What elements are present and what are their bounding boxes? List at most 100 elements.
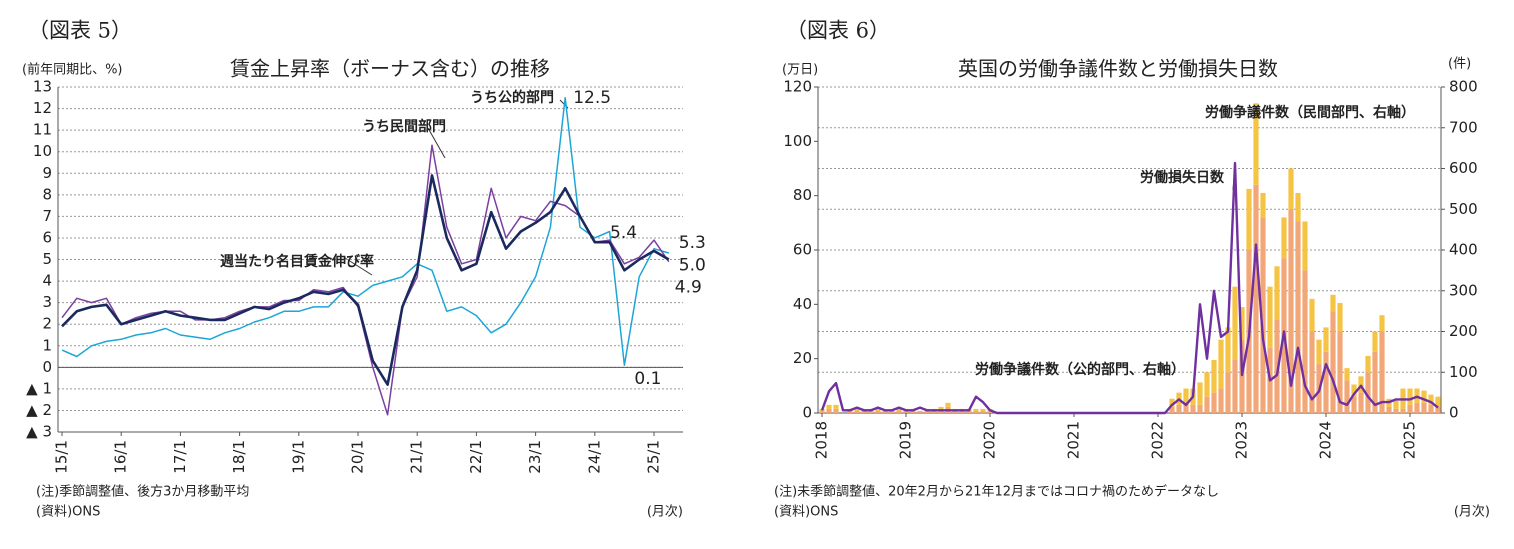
series-line <box>61 144 670 416</box>
bar-segment <box>1372 331 1378 352</box>
bar-segment <box>1232 286 1238 361</box>
y-tick-label: 3 <box>42 293 52 311</box>
bar-segment <box>833 408 839 413</box>
bar-segment <box>1239 307 1245 340</box>
bar-segment <box>1428 404 1434 413</box>
bar-segment <box>1183 402 1189 413</box>
y2-tick-label: 800 <box>1449 78 1478 96</box>
bar-segment <box>1183 388 1189 403</box>
bar-segment <box>1246 188 1252 250</box>
y-tick-label: 80 <box>793 186 812 204</box>
bar-segment <box>1379 315 1385 332</box>
bar-segment <box>1204 372 1210 397</box>
y-axis-label: (万日) <box>782 63 818 78</box>
y2-tick-label: 0 <box>1449 404 1459 422</box>
y-tick-label: 5 <box>42 250 52 268</box>
pointer-arrow <box>427 127 446 159</box>
bar-segment <box>973 408 979 411</box>
bar-segment <box>896 410 902 413</box>
bar-segment <box>847 410 853 413</box>
x-tick-label: 2022 <box>1149 421 1167 459</box>
x-tick-label: 15/1 <box>53 440 71 474</box>
bar-segment <box>1281 217 1287 259</box>
bar-segment <box>1253 103 1259 185</box>
bar-segment <box>1351 396 1357 413</box>
y-tick-label: ▲ 1 <box>26 379 52 397</box>
y-tick-label: 10 <box>33 142 52 160</box>
y-tick-label: ▲ 2 <box>26 401 52 419</box>
y-tick-label: 11 <box>33 121 52 139</box>
bar-segment <box>1302 270 1308 413</box>
bar-segment <box>854 410 860 413</box>
x-tick-label: 2025 <box>1401 421 1419 459</box>
y-tick-label: 13 <box>33 78 52 96</box>
bar-segment <box>1302 221 1308 271</box>
y-axis-label: (前年同期比、%) <box>22 62 123 78</box>
y2-tick-label: 700 <box>1449 118 1478 136</box>
y-tick-label: 7 <box>42 207 52 225</box>
series-label: 週当たり名目賃金伸び率 <box>220 253 374 270</box>
y-tick-label: 1 <box>42 336 52 354</box>
bar-segment <box>1393 400 1399 409</box>
y-tick-label: 6 <box>42 228 52 246</box>
y-tick-label: 12 <box>33 99 52 117</box>
series-label: 労働争議件数（公的部門、右軸） <box>975 361 1185 378</box>
series-label: うち公的部門 <box>470 89 554 106</box>
y-tick-label: 2 <box>42 315 52 333</box>
bar-segment <box>861 410 867 413</box>
bar-segment <box>1421 402 1427 413</box>
bar-segment <box>868 410 874 413</box>
bar-segment <box>1218 339 1224 389</box>
bar-segment <box>1435 396 1441 407</box>
y2-tick-label: 200 <box>1449 322 1478 340</box>
x-tick-label: 20/1 <box>349 440 367 474</box>
x-tick-label: 2023 <box>1233 421 1251 459</box>
bar-segment <box>1190 404 1196 413</box>
y-tick-label: ▲ 3 <box>26 423 52 441</box>
bar-segment <box>1365 355 1371 373</box>
bar-segment <box>966 410 972 413</box>
bar-segment <box>1330 294 1336 312</box>
bar-segment <box>980 410 986 413</box>
y-tick-label: 9 <box>42 164 52 182</box>
y-tick-label: 8 <box>42 185 52 203</box>
y-tick-label: 100 <box>783 132 812 150</box>
bar-segment <box>1351 384 1357 397</box>
series-line <box>61 97 670 366</box>
source: (資料)ONS <box>774 505 838 520</box>
chart-title: 英国の労働争議件数と労働損失日数 <box>958 57 1278 81</box>
bar-segment <box>1218 388 1224 413</box>
value-label: 12.5 <box>573 88 611 108</box>
bar-segment <box>854 408 860 411</box>
bar-segment <box>1225 372 1231 413</box>
bar-segment <box>1407 388 1413 405</box>
bar-segment <box>910 410 916 413</box>
bar-segment <box>917 410 923 413</box>
bar-segment <box>1295 192 1301 222</box>
value-label: 5.3 <box>679 233 706 253</box>
bar-segment <box>1358 392 1364 413</box>
bar-segment <box>1225 327 1231 373</box>
bar-segment <box>1372 351 1378 413</box>
bar-segment <box>1253 184 1259 413</box>
bar-segment <box>1295 221 1301 413</box>
bar-segment <box>1232 360 1238 413</box>
bar-segment <box>896 408 902 411</box>
bar-segment <box>1169 406 1175 413</box>
bar-segment <box>931 410 937 413</box>
bar-segment <box>1239 339 1245 413</box>
bar-segment <box>882 410 888 413</box>
bar-segment <box>945 402 951 407</box>
series-line <box>61 174 670 386</box>
y-tick-label: 0 <box>42 358 52 376</box>
bar-segment <box>1428 394 1434 405</box>
bar-segment <box>1393 408 1399 413</box>
source: (資料)ONS <box>36 505 100 520</box>
y2-tick-label: 300 <box>1449 281 1478 299</box>
x-tick-label: 2020 <box>981 421 999 459</box>
x-axis-label: (月次) <box>647 504 683 520</box>
note: (注)季節調整値、後方3か月移動平均 <box>36 484 249 500</box>
bar-segment <box>938 406 944 409</box>
bar-segment <box>1386 406 1392 413</box>
